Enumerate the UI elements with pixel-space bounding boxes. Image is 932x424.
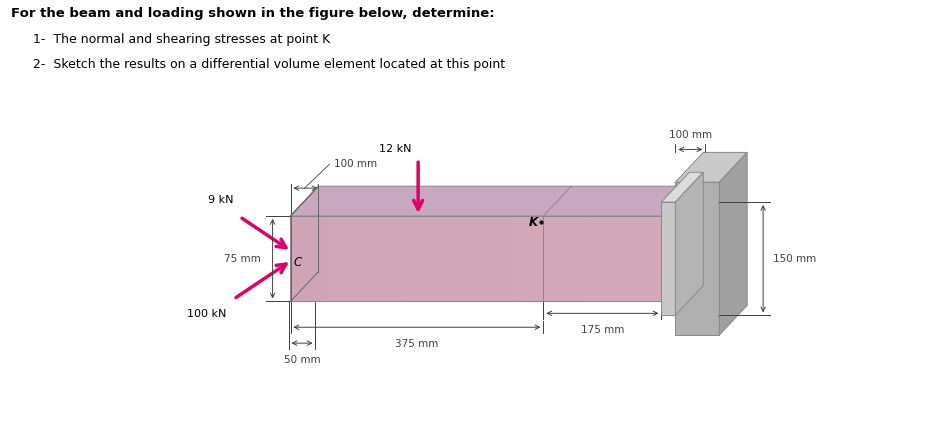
Text: 150 mm: 150 mm	[773, 254, 816, 264]
Polygon shape	[291, 186, 319, 301]
Text: 375 mm: 375 mm	[395, 339, 439, 349]
Text: 75 mm: 75 mm	[224, 254, 261, 264]
Polygon shape	[291, 216, 662, 301]
Text: 1-  The normal and shearing stresses at point K: 1- The normal and shearing stresses at p…	[34, 33, 331, 46]
Text: 2-  Sketch the results on a differential volume element located at this point: 2- Sketch the results on a differential …	[34, 58, 505, 71]
Polygon shape	[676, 152, 747, 182]
Text: For the beam and loading shown in the figure below, determine:: For the beam and loading shown in the fi…	[11, 7, 495, 20]
Polygon shape	[676, 182, 720, 335]
Text: C: C	[294, 256, 302, 269]
Text: 12 kN: 12 kN	[378, 145, 411, 154]
Polygon shape	[720, 152, 747, 335]
Polygon shape	[662, 202, 676, 315]
Text: 50 mm: 50 mm	[283, 355, 321, 365]
Text: 175 mm: 175 mm	[581, 325, 624, 335]
Text: 125 mm: 125 mm	[569, 232, 612, 243]
Text: K: K	[528, 216, 538, 229]
Text: 100 kN: 100 kN	[187, 309, 226, 319]
Text: 100 mm: 100 mm	[335, 159, 377, 169]
Polygon shape	[676, 172, 704, 315]
Text: 9 kN: 9 kN	[208, 195, 234, 205]
Text: 100 mm: 100 mm	[669, 131, 712, 140]
Polygon shape	[662, 172, 704, 202]
Polygon shape	[291, 186, 690, 216]
